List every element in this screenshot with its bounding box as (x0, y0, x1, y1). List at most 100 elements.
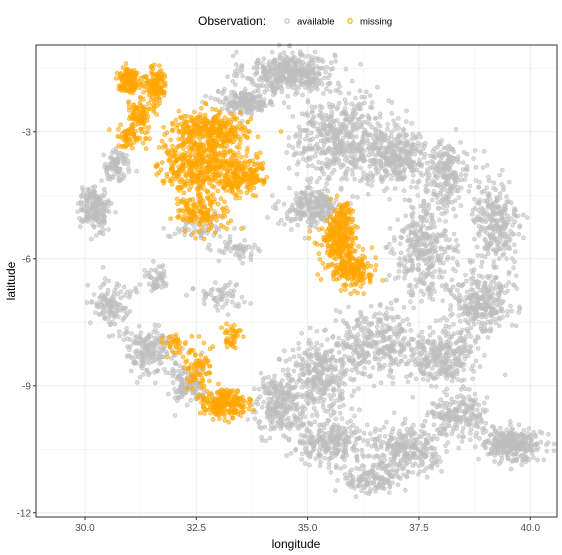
data-point (355, 161, 359, 165)
data-point (486, 175, 490, 179)
data-point (324, 87, 328, 91)
data-point (258, 94, 262, 98)
data-point (397, 350, 401, 354)
data-point (252, 387, 256, 391)
data-point (540, 431, 544, 435)
data-point (392, 236, 396, 240)
data-point (282, 349, 286, 353)
data-point (423, 152, 427, 156)
data-point (320, 58, 324, 62)
data-point (425, 447, 429, 451)
data-point (452, 332, 456, 336)
data-point (338, 84, 342, 88)
data-point (340, 178, 344, 182)
data-point (471, 288, 475, 292)
data-point (261, 101, 265, 105)
data-point (437, 275, 441, 279)
data-point (352, 326, 356, 330)
data-point (410, 432, 414, 436)
data-point (488, 452, 492, 456)
data-point (335, 464, 339, 468)
data-point (282, 101, 286, 105)
data-point (424, 357, 428, 361)
data-point (363, 366, 367, 370)
data-point (401, 338, 405, 342)
data-point (455, 260, 459, 264)
data-point (303, 137, 307, 141)
data-point (442, 327, 446, 331)
data-point (467, 306, 471, 310)
data-point (431, 330, 435, 334)
data-point (288, 421, 292, 425)
data-point (496, 248, 500, 252)
data-point (339, 186, 343, 190)
data-point (249, 108, 253, 112)
data-point (291, 59, 295, 63)
data-point (525, 457, 529, 461)
data-point (444, 229, 448, 233)
data-point (479, 326, 483, 330)
data-point (423, 252, 427, 256)
data-point (450, 312, 454, 316)
data-point (393, 127, 397, 131)
data-point (429, 182, 433, 186)
data-point (509, 201, 513, 205)
data-point (455, 408, 459, 412)
data-point (420, 143, 424, 147)
data-point (332, 393, 336, 397)
data-point (518, 225, 522, 229)
data-point (336, 343, 340, 347)
data-point (469, 428, 473, 432)
data-point (437, 412, 441, 416)
data-point (378, 364, 382, 368)
data-point (268, 60, 272, 64)
data-point (403, 421, 407, 425)
data-point (422, 277, 426, 281)
data-point (488, 197, 492, 201)
data-point (483, 281, 487, 285)
data-point (304, 451, 308, 455)
data-point (303, 415, 307, 419)
data-point (430, 367, 434, 371)
data-point (431, 298, 435, 302)
data-point (494, 276, 498, 280)
data-point (431, 339, 435, 343)
data-point (440, 469, 444, 473)
data-point (292, 82, 296, 86)
data-point (465, 418, 469, 422)
data-point (322, 143, 326, 147)
data-point (407, 323, 411, 327)
data-point (418, 251, 422, 255)
data-point (338, 411, 342, 415)
data-point (362, 431, 366, 435)
data-point (328, 207, 332, 211)
data-point (327, 431, 331, 435)
data-point (334, 451, 338, 455)
data-point (451, 285, 455, 289)
data-point (234, 93, 238, 97)
data-point (517, 232, 521, 236)
data-point (351, 423, 355, 427)
data-point (409, 372, 413, 376)
data-point (384, 278, 388, 282)
data-point (413, 231, 417, 235)
data-point (468, 438, 472, 442)
data-point (334, 198, 338, 202)
data-point (472, 400, 476, 404)
data-point (369, 344, 373, 348)
data-point (339, 467, 343, 471)
data-point (394, 299, 398, 303)
data-point (452, 207, 456, 211)
data-point (358, 149, 362, 153)
data-point (509, 304, 513, 308)
data-point (287, 416, 291, 420)
data-point (342, 110, 346, 114)
data-point (437, 427, 441, 431)
data-point (433, 147, 437, 151)
data-point (498, 192, 502, 196)
data-point (336, 145, 340, 149)
data-point (327, 457, 331, 461)
data-point (434, 359, 438, 363)
data-point (233, 69, 237, 73)
data-point (354, 96, 358, 100)
